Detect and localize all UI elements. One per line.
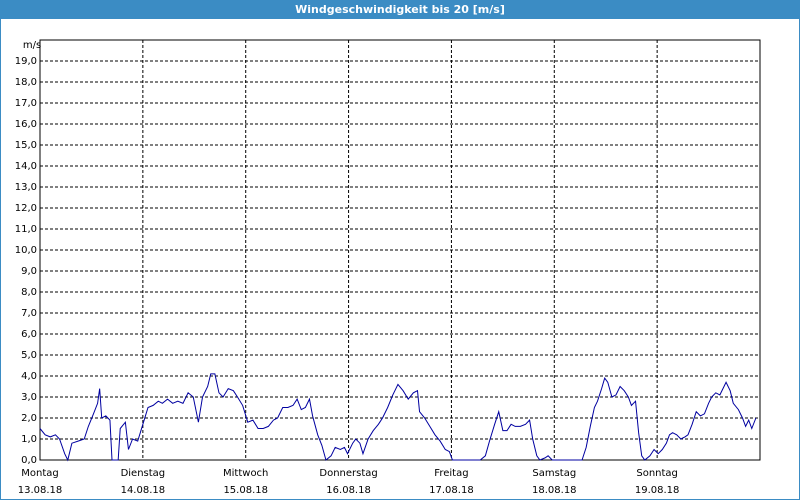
- y-tick-label: 8,0: [21, 287, 37, 298]
- x-tick-date: 19.08.18: [635, 485, 680, 496]
- plot-border: [39, 39, 761, 461]
- y-tick-label: 4,0: [21, 371, 37, 382]
- x-tick-label: Dienstag: [121, 468, 166, 479]
- x-tick-label: Freitag: [434, 468, 468, 479]
- x-tick-date: 17.08.18: [429, 485, 474, 496]
- y-tick-label: 19,0: [15, 56, 37, 67]
- y-tick-label: 14,0: [15, 161, 37, 172]
- x-tick-label: Montag: [21, 468, 58, 479]
- y-tick-label: 12,0: [15, 203, 37, 214]
- y-tick-label: 11,0: [15, 224, 37, 235]
- y-tick-label: 6,0: [21, 329, 37, 340]
- y-tick-label: 16,0: [15, 119, 37, 130]
- y-tick-label: 5,0: [21, 350, 37, 361]
- y-tick-label: 2,0: [21, 413, 37, 424]
- x-tick-date: 15.08.18: [223, 485, 268, 496]
- y-tick-label: 13,0: [15, 182, 37, 193]
- x-tick-label: Sonntag: [636, 468, 678, 479]
- y-tick-label: 10,0: [15, 245, 37, 256]
- x-tick-label: Donnerstag: [319, 468, 377, 479]
- y-tick-label: 0,0: [21, 455, 37, 466]
- y-tick-label: 15,0: [15, 140, 37, 151]
- y-tick-label: 1,0: [21, 434, 37, 445]
- wind-line: [39, 373, 757, 462]
- x-tick-date: 18.08.18: [532, 485, 577, 496]
- y-tick-label: 18,0: [15, 77, 37, 88]
- x-tick-label: Samstag: [532, 468, 576, 479]
- x-tick-label: Mittwoch: [223, 468, 268, 479]
- x-tick-date: 14.08.18: [121, 485, 166, 496]
- title-bar: Windgeschwindigkeit bis 20 [m/s]: [1, 1, 799, 19]
- x-tick-date: 13.08.18: [18, 485, 63, 496]
- y-tick-label: 9,0: [21, 266, 37, 277]
- y-tick-label: 7,0: [21, 308, 37, 319]
- y-unit: m/s: [23, 40, 41, 51]
- x-tick-date: 16.08.18: [326, 485, 371, 496]
- y-tick-label: 3,0: [21, 392, 37, 403]
- y-tick-label: 17,0: [15, 98, 37, 109]
